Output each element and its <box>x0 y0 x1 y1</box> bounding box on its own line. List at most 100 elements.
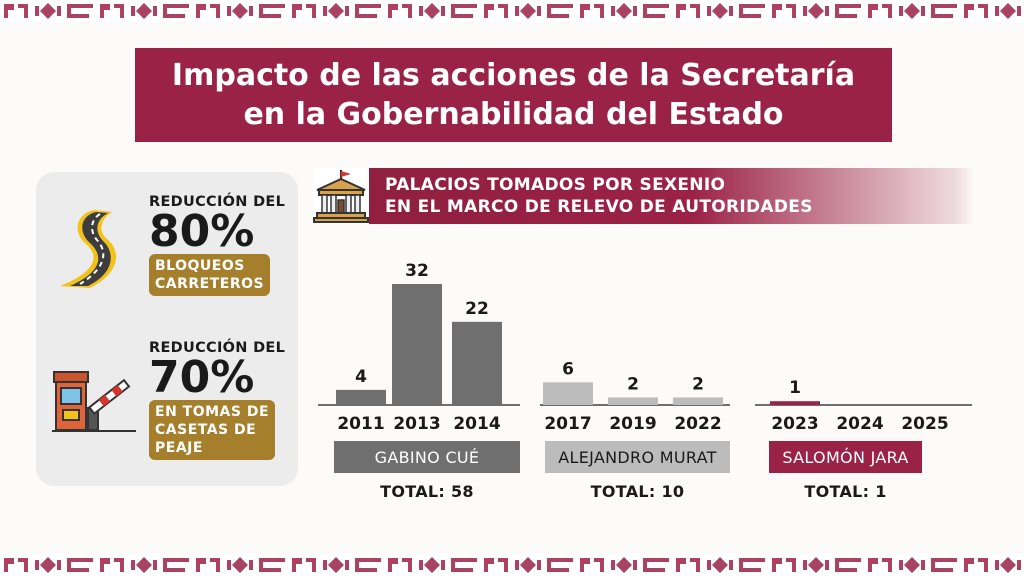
chart-title-line2: EN EL MARCO DE RELEVO DE AUTORIDADES <box>385 197 813 217</box>
band-motif <box>707 557 733 573</box>
stat-tag-line: EN TOMAS DE <box>155 404 270 420</box>
toll-booth-icon <box>52 371 136 432</box>
band-motif <box>227 3 253 19</box>
band-motif <box>163 4 189 18</box>
band-motif <box>835 4 861 18</box>
page-title-line2: en la Gobernabilidad del Estado <box>243 97 784 132</box>
band-motif <box>451 558 477 572</box>
band-motif <box>355 558 381 572</box>
band-motif <box>547 558 573 572</box>
total-label: TOTAL: <box>804 482 870 501</box>
band-motif <box>100 558 124 572</box>
band-motif <box>388 4 412 18</box>
tick-label-2014: 2014 <box>453 414 500 434</box>
band-motif <box>292 558 316 572</box>
band-motif <box>35 557 61 573</box>
total-label: TOTAL: <box>590 482 656 501</box>
stat-road-blocks: REDUCCIÓN DEL 80% BLOQUEOS CARRETEROS <box>149 194 285 296</box>
band-motif <box>227 557 253 573</box>
stat-tag: EN TOMAS DE CASETAS DE PEAJE <box>149 400 276 460</box>
governor-total: TOTAL: 10 <box>545 482 730 501</box>
total-value: 10 <box>661 482 685 501</box>
band-motif <box>995 3 1021 19</box>
road-icon <box>60 210 117 288</box>
band-motif <box>803 557 829 573</box>
chart-title-banner: PALACIOS TOMADOS POR SEXENIO EN EL MARCO… <box>345 168 975 224</box>
stat-toll-booths: REDUCCIÓN DEL 70% EN TOMAS DE CASETAS DE… <box>149 340 285 460</box>
bar-2013 <box>392 284 442 405</box>
band-motif <box>419 3 445 19</box>
band-motif <box>419 557 445 573</box>
bar-2017 <box>543 382 593 405</box>
bar-2023 <box>770 401 820 405</box>
band-motif <box>484 4 508 18</box>
band-motif <box>515 3 541 19</box>
tick-label-2025: 2025 <box>901 414 948 434</box>
band-motif <box>580 558 604 572</box>
data-label-2013: 32 <box>405 261 429 281</box>
band-motif <box>676 4 700 18</box>
bar-2014 <box>452 321 502 405</box>
band-motif <box>4 558 28 572</box>
chart-title-line1: PALACIOS TOMADOS POR SEXENIO <box>385 175 726 195</box>
band-motif <box>739 4 765 18</box>
band-motif <box>484 558 508 572</box>
band-motif <box>292 4 316 18</box>
band-motif <box>196 4 220 18</box>
stat-tag-line: PEAJE <box>155 440 203 456</box>
band-motif <box>803 3 829 19</box>
data-label-2014: 22 <box>465 299 489 319</box>
tick-label-2017: 2017 <box>544 414 591 434</box>
stat-prefix: REDUCCIÓN DEL <box>149 340 286 356</box>
bar-2022 <box>673 397 723 405</box>
band-motif <box>100 4 124 18</box>
band-motif <box>643 558 669 572</box>
band-motif <box>4 4 28 18</box>
band-motif <box>995 557 1021 573</box>
band-motif <box>611 557 637 573</box>
band-motif <box>388 558 412 572</box>
total-value: 1 <box>875 482 887 501</box>
governor-label: GABINO CUÉ <box>334 441 520 473</box>
band-motif <box>196 558 220 572</box>
governor-label: SALOMÓN JARA <box>769 441 922 473</box>
band-motif <box>323 3 349 19</box>
tick-label-2022: 2022 <box>674 414 721 434</box>
governor-total: TOTAL: 1 <box>769 482 922 501</box>
band-motif <box>67 558 93 572</box>
bar-2019 <box>608 397 658 405</box>
band-motif <box>355 4 381 18</box>
band-motif <box>964 4 988 18</box>
tick-label-2019: 2019 <box>609 414 656 434</box>
data-label-2017: 6 <box>562 359 574 379</box>
page-title-line1: Impacto de las acciones de la Secretaría <box>171 58 856 93</box>
tick-label-2013: 2013 <box>393 414 440 434</box>
band-motif <box>451 4 477 18</box>
band-motif <box>739 558 765 572</box>
governor-label: ALEJANDRO MURAT <box>545 441 730 473</box>
stat-prefix: REDUCCIÓN DEL <box>149 194 286 210</box>
decorative-bottom-band <box>0 554 1024 576</box>
band-motif <box>35 3 61 19</box>
band-motif <box>131 3 157 19</box>
band-motif <box>835 558 861 572</box>
band-motif <box>868 558 892 572</box>
governor-total: TOTAL: 58 <box>334 482 520 501</box>
band-motif <box>931 558 957 572</box>
band-motif <box>323 557 349 573</box>
data-label-2023: 1 <box>789 378 801 398</box>
band-motif <box>931 4 957 18</box>
band-motif <box>868 4 892 18</box>
band-motif <box>707 3 733 19</box>
bar-2011 <box>336 389 386 405</box>
stat-tag-line: CASETAS DE <box>155 422 257 438</box>
band-motif <box>163 558 189 572</box>
stat-percent: 80% <box>149 206 255 257</box>
page-title: Impacto de las acciones de la Secretaría… <box>135 48 892 142</box>
band-motif <box>643 4 669 18</box>
data-label-2011: 4 <box>355 367 367 387</box>
band-motif <box>772 4 796 18</box>
tick-label-2024: 2024 <box>836 414 883 434</box>
total-value: 58 <box>450 482 474 501</box>
